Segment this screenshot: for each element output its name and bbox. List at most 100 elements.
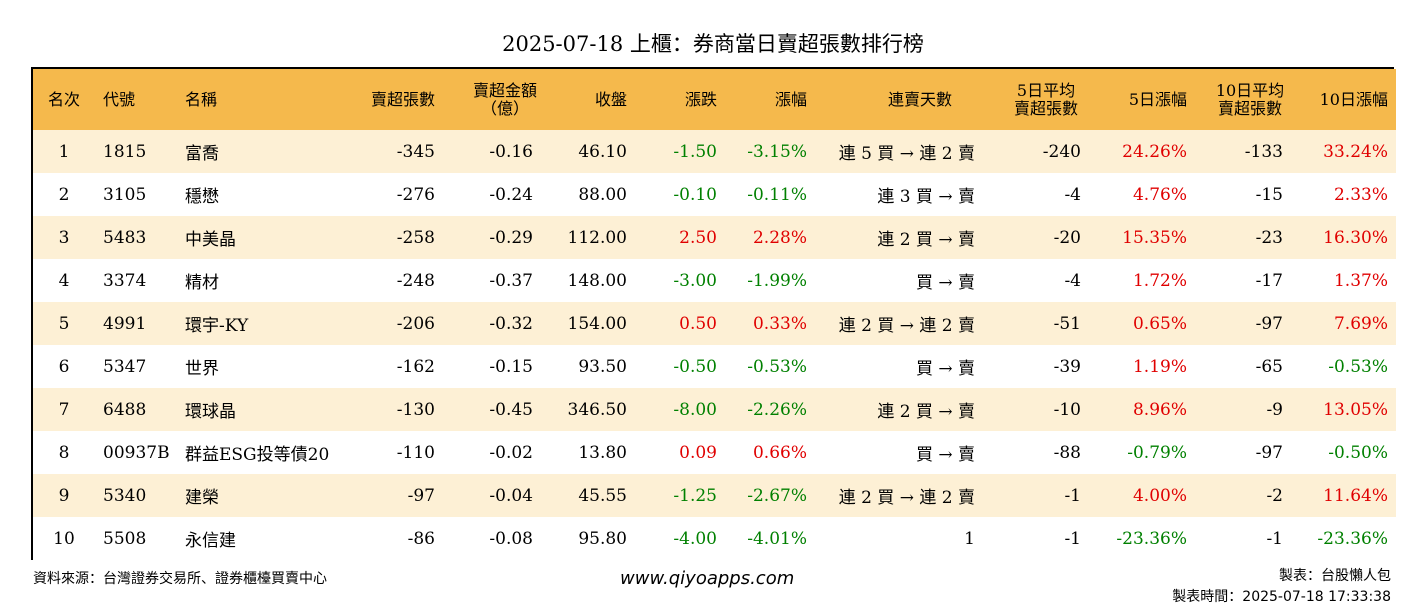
- cell-avg5: -10: [1053, 399, 1081, 420]
- cell-change-pct: -1.99%: [747, 270, 807, 291]
- cell-avg5: -1: [1064, 528, 1081, 549]
- cell-rank: 7: [58, 399, 70, 420]
- cell-net-sell-lots: -206: [396, 313, 435, 334]
- cell-pct5: 4.00%: [1132, 485, 1187, 506]
- header-avg5-line2: 賣超張數: [1013, 98, 1078, 118]
- cell-close: 93.50: [578, 356, 627, 377]
- cell-change-pct: -3.15%: [747, 141, 807, 162]
- cell-consecutive-days: 連 2 買 → 連 2 賣: [838, 488, 975, 508]
- cell-avg10: -15: [1255, 184, 1283, 205]
- cell-code: 5347: [103, 356, 147, 377]
- cell-change-pct: -0.53%: [747, 356, 807, 377]
- header-pct5: 5日漲幅: [1128, 89, 1187, 109]
- cell-close: 45.55: [578, 485, 627, 506]
- website-link[interactable]: www.qiyoapps.com: [620, 568, 795, 589]
- cell-net-sell-lots: -110: [396, 442, 435, 463]
- cell-avg10: -9: [1266, 399, 1283, 420]
- cell-pct10: 33.24%: [1323, 141, 1388, 162]
- cell-close: 346.50: [567, 399, 627, 420]
- table-row: 3 5483 中美晶 -258 -0.29 112.00 2.50 2.28% 連 2 買 → …: [33, 216, 1396, 259]
- cell-net-sell-amount: -0.16: [489, 141, 533, 162]
- cell-avg10: -133: [1244, 141, 1283, 162]
- header-consecutive-days: 連賣天數: [887, 89, 952, 109]
- header-change-pct: 漲幅: [774, 89, 807, 109]
- cell-pct5: 8.96%: [1132, 399, 1187, 420]
- cell-pct5: 1.72%: [1132, 270, 1187, 291]
- cell-change-pct: 0.66%: [752, 442, 807, 463]
- header-net-sell-amount-line1: 賣超金額: [472, 80, 537, 100]
- cell-change: -3.00: [673, 270, 717, 291]
- cell-name: 環球晶: [185, 402, 236, 422]
- cell-consecutive-days: 連 3 買 → 賣: [877, 187, 975, 207]
- cell-change: -4.00: [673, 528, 717, 549]
- table-header-row: 名次 代號 名稱 賣超張數 賣超金額 （億） 收盤 漲跌 漲幅 連賣天數 5日平…: [33, 69, 1396, 130]
- cell-rank: 5: [58, 313, 70, 334]
- cell-name: 建榮: [185, 488, 219, 508]
- cell-avg5: -88: [1053, 442, 1081, 463]
- cell-change: -8.00: [673, 399, 717, 420]
- cell-name: 精材: [185, 273, 219, 293]
- cell-net-sell-amount: -0.04: [489, 485, 533, 506]
- cell-code: 00937B: [103, 442, 170, 463]
- header-avg10-line2: 賣超張數: [1217, 98, 1282, 118]
- cell-net-sell-amount: -0.15: [489, 356, 533, 377]
- cell-avg10: -1: [1266, 528, 1283, 549]
- cell-pct10: 11.64%: [1323, 485, 1388, 506]
- table-row: 8 00937B 群益ESG投等債20 -110 -0.02 13.80 0.09 0.66%…: [33, 431, 1396, 474]
- cell-name: 群益ESG投等債20: [185, 445, 330, 465]
- cell-avg10: -23: [1255, 227, 1283, 248]
- cell-net-sell-amount: -0.02: [489, 442, 533, 463]
- table-row: 9 5340 建榮 -97 -0.04 45.55 -1.25 -2.67% 連 2 買 → 連…: [33, 474, 1396, 517]
- cell-pct5: -23.36%: [1116, 528, 1187, 549]
- cell-close: 148.00: [567, 270, 627, 291]
- cell-net-sell-amount: -0.37: [489, 270, 533, 291]
- cell-code: 3374: [103, 270, 147, 291]
- cell-name: 永信建: [185, 531, 236, 551]
- cell-rank: 9: [58, 485, 70, 506]
- cell-net-sell-lots: -258: [396, 227, 435, 248]
- cell-avg5: -240: [1042, 141, 1081, 162]
- cell-avg5: -4: [1064, 184, 1081, 205]
- cell-code: 5483: [103, 227, 147, 248]
- header-avg10: 10日平均 賣超張數: [1195, 69, 1295, 130]
- table-row: 10 5508 永信建 -86 -0.08 95.80 -4.00 -4.01% 1 -1 -23.…: [33, 517, 1396, 560]
- header-change: 漲跌: [684, 89, 717, 109]
- cell-code: 3105: [103, 184, 147, 205]
- cell-change: 0.50: [679, 313, 717, 334]
- cell-change: -1.50: [673, 141, 717, 162]
- footer-credits: 製表：台股懶人包 製表時間：2025-07-18 17:33:38: [1172, 566, 1391, 608]
- header-avg10-line1: 10日平均: [1215, 80, 1285, 100]
- cell-consecutive-days: 買 → 賣: [915, 359, 975, 379]
- cell-pct10: -0.50%: [1328, 442, 1388, 463]
- cell-pct5: 4.76%: [1132, 184, 1187, 205]
- cell-code: 6488: [103, 399, 147, 420]
- cell-pct10: 16.30%: [1323, 227, 1388, 248]
- cell-net-sell-amount: -0.24: [489, 184, 533, 205]
- cell-change: 2.50: [679, 227, 717, 248]
- ranking-table-container: 名次 代號 名稱 賣超張數 賣超金額 （億） 收盤 漲跌 漲幅 連賣天數 5日平…: [31, 67, 1396, 560]
- header-avg5-line1: 5日平均: [1016, 80, 1076, 100]
- data-source: 資料來源：台灣證券交易所、證券櫃檯買賣中心: [33, 571, 327, 587]
- generated-time: 製表時間：2025-07-18 17:33:38: [1172, 589, 1391, 605]
- cell-pct5: 0.65%: [1132, 313, 1187, 334]
- cell-change-pct: 0.33%: [752, 313, 807, 334]
- table-row: 5 4991 環宇-KY -206 -0.32 154.00 0.50 0.33% 連 2 買 …: [33, 302, 1396, 345]
- cell-rank: 10: [53, 528, 75, 549]
- cell-change-pct: -0.11%: [747, 184, 807, 205]
- cell-change: -0.50: [673, 356, 717, 377]
- table-row: 2 3105 穩懋 -276 -0.24 88.00 -0.10 -0.11% 連 3 買 → …: [33, 173, 1396, 216]
- cell-close: 46.10: [578, 141, 627, 162]
- cell-consecutive-days: 連 2 買 → 賣: [877, 402, 975, 422]
- cell-rank: 3: [58, 227, 70, 248]
- header-net-sell-amount: 賣超金額 （億）: [445, 69, 545, 130]
- table-row: 4 3374 精材 -248 -0.37 148.00 -3.00 -1.99% 買 → 賣 -4…: [33, 259, 1396, 302]
- cell-net-sell-amount: -0.32: [489, 313, 533, 334]
- cell-avg5: -20: [1053, 227, 1081, 248]
- ranking-table: 名次 代號 名稱 賣超張數 賣超金額 （億） 收盤 漲跌 漲幅 連賣天數 5日平…: [33, 69, 1396, 560]
- table-row: 7 6488 環球晶 -130 -0.45 346.50 -8.00 -2.26% 連 2 買 …: [33, 388, 1396, 431]
- cell-change-pct: -2.26%: [747, 399, 807, 420]
- cell-consecutive-days: 連 2 買 → 賣: [877, 230, 975, 250]
- maker-label: 製表：台股懶人包: [1279, 568, 1391, 584]
- cell-avg5: -39: [1053, 356, 1081, 377]
- cell-consecutive-days: 1: [964, 528, 975, 549]
